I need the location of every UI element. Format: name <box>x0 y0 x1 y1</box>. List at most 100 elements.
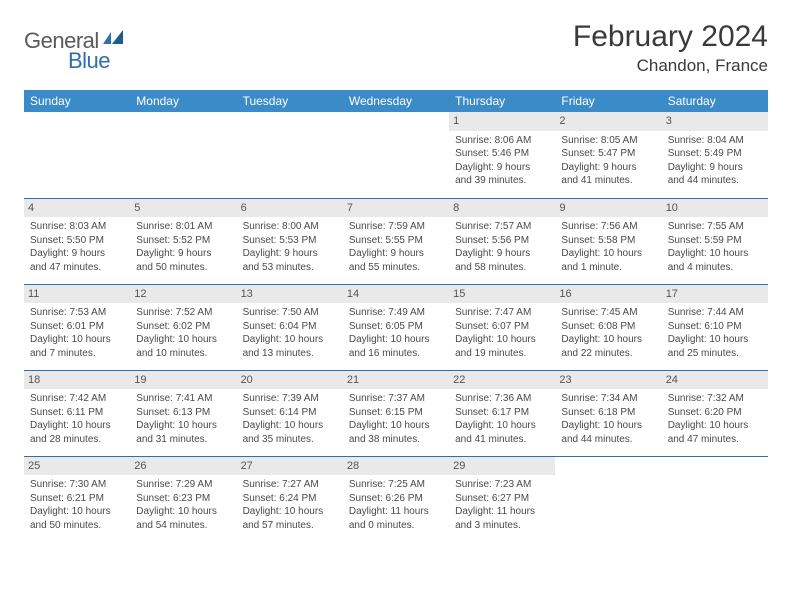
day-number: 14 <box>343 285 449 304</box>
calendar-day-cell: 18Sunrise: 7:42 AMSunset: 6:11 PMDayligh… <box>24 370 130 456</box>
sunset-line: Sunset: 6:11 PM <box>30 406 124 420</box>
daylight-line: Daylight: 10 hours and 10 minutes. <box>136 333 230 360</box>
sunset-line: Sunset: 5:47 PM <box>561 147 655 161</box>
daylight-line: Daylight: 10 hours and 1 minute. <box>561 247 655 274</box>
sunrise-line: Sunrise: 7:39 AM <box>243 392 337 406</box>
calendar-day-cell: 17Sunrise: 7:44 AMSunset: 6:10 PMDayligh… <box>662 284 768 370</box>
daylight-line: Daylight: 11 hours and 3 minutes. <box>455 505 549 532</box>
sunrise-line: Sunrise: 8:05 AM <box>561 134 655 148</box>
calendar-day-cell: 10Sunrise: 7:55 AMSunset: 5:59 PMDayligh… <box>662 198 768 284</box>
daylight-line: Daylight: 10 hours and 22 minutes. <box>561 333 655 360</box>
sunrise-line: Sunrise: 7:36 AM <box>455 392 549 406</box>
calendar-day-cell: 9Sunrise: 7:56 AMSunset: 5:58 PMDaylight… <box>555 198 661 284</box>
calendar-day-cell: 14Sunrise: 7:49 AMSunset: 6:05 PMDayligh… <box>343 284 449 370</box>
day-number: 6 <box>237 199 343 218</box>
sunrise-line: Sunrise: 7:45 AM <box>561 306 655 320</box>
daylight-line: Daylight: 10 hours and 13 minutes. <box>243 333 337 360</box>
daylight-line: Daylight: 9 hours and 53 minutes. <box>243 247 337 274</box>
day-number: 1 <box>449 112 555 131</box>
day-number: 25 <box>24 457 130 476</box>
sunrise-line: Sunrise: 7:32 AM <box>668 392 762 406</box>
sunrise-line: Sunrise: 7:44 AM <box>668 306 762 320</box>
brand-logo: GeneralBlue <box>24 20 125 74</box>
day-number: 3 <box>662 112 768 131</box>
weekday-header: Sunday <box>24 90 130 112</box>
daylight-line: Daylight: 9 hours and 50 minutes. <box>136 247 230 274</box>
sunrise-line: Sunrise: 7:50 AM <box>243 306 337 320</box>
sunset-line: Sunset: 6:02 PM <box>136 320 230 334</box>
month-title: February 2024 <box>573 20 768 54</box>
calendar-day-cell <box>555 456 661 542</box>
sunset-line: Sunset: 5:56 PM <box>455 234 549 248</box>
daylight-line: Daylight: 10 hours and 50 minutes. <box>30 505 124 532</box>
sunrise-line: Sunrise: 7:34 AM <box>561 392 655 406</box>
calendar-week: 4Sunrise: 8:03 AMSunset: 5:50 PMDaylight… <box>24 198 768 284</box>
weekday-header: Tuesday <box>237 90 343 112</box>
sunset-line: Sunset: 6:04 PM <box>243 320 337 334</box>
day-number: 16 <box>555 285 661 304</box>
day-number: 29 <box>449 457 555 476</box>
daylight-line: Daylight: 10 hours and 44 minutes. <box>561 419 655 446</box>
sunset-line: Sunset: 6:07 PM <box>455 320 549 334</box>
weekday-header: Wednesday <box>343 90 449 112</box>
sunrise-line: Sunrise: 7:37 AM <box>349 392 443 406</box>
calendar-day-cell: 23 Sunrise: 7:34 AMSunset: 6:18 PMDayligh… <box>555 370 661 456</box>
sunset-line: Sunset: 6:24 PM <box>243 492 337 506</box>
daylight-line: Daylight: 10 hours and 57 minutes. <box>243 505 337 532</box>
sunrise-line: Sunrise: 8:04 AM <box>668 134 762 148</box>
sunrise-line: Sunrise: 7:23 AM <box>455 478 549 492</box>
brand-part2: Blue <box>68 48 125 74</box>
sunset-line: Sunset: 6:08 PM <box>561 320 655 334</box>
calendar-day-cell: 13 Sunrise: 7:50 AMSunset: 6:04 PMDayligh… <box>237 284 343 370</box>
calendar-day-cell: 26Sunrise: 7:29 AMSunset: 6:23 PMDayligh… <box>130 456 236 542</box>
day-number: 22 <box>449 371 555 390</box>
sunrise-line: Sunrise: 7:41 AM <box>136 392 230 406</box>
daylight-line: Daylight: 9 hours and 41 minutes. <box>561 161 655 188</box>
sunrise-line: Sunrise: 7:56 AM <box>561 220 655 234</box>
weekday-header: Monday <box>130 90 236 112</box>
sunrise-line: Sunrise: 8:06 AM <box>455 134 549 148</box>
calendar-day-cell: 25Sunrise: 7:30 AMSunset: 6:21 PMDayligh… <box>24 456 130 542</box>
calendar-page: GeneralBlue February 2024 Chandon, Franc… <box>0 0 792 542</box>
day-number: 2 <box>555 112 661 131</box>
sunset-line: Sunset: 6:18 PM <box>561 406 655 420</box>
sunrise-line: Sunrise: 7:53 AM <box>30 306 124 320</box>
day-number: 23 <box>555 371 661 390</box>
sunrise-line: Sunrise: 7:27 AM <box>243 478 337 492</box>
daylight-line: Daylight: 11 hours and 0 minutes. <box>349 505 443 532</box>
calendar-week: 25Sunrise: 7:30 AMSunset: 6:21 PMDayligh… <box>24 456 768 542</box>
day-number: 21 <box>343 371 449 390</box>
sunset-line: Sunset: 6:23 PM <box>136 492 230 506</box>
sunrise-line: Sunrise: 8:01 AM <box>136 220 230 234</box>
calendar-day-cell: 4Sunrise: 8:03 AMSunset: 5:50 PMDaylight… <box>24 198 130 284</box>
daylight-line: Daylight: 10 hours and 28 minutes. <box>30 419 124 446</box>
daylight-line: Daylight: 10 hours and 47 minutes. <box>668 419 762 446</box>
calendar-week: 1Sunrise: 8:06 AMSunset: 5:46 PMDaylight… <box>24 112 768 198</box>
calendar-day-cell: 12Sunrise: 7:52 AMSunset: 6:02 PMDayligh… <box>130 284 236 370</box>
sunrise-line: Sunrise: 7:59 AM <box>349 220 443 234</box>
sunrise-line: Sunrise: 7:52 AM <box>136 306 230 320</box>
calendar-week: 18Sunrise: 7:42 AMSunset: 6:11 PMDayligh… <box>24 370 768 456</box>
day-number: 13 <box>237 285 343 304</box>
calendar-day-cell: 3Sunrise: 8:04 AMSunset: 5:49 PMDaylight… <box>662 112 768 198</box>
daylight-line: Daylight: 9 hours and 58 minutes. <box>455 247 549 274</box>
sunset-line: Sunset: 5:49 PM <box>668 147 762 161</box>
sunset-line: Sunset: 6:05 PM <box>349 320 443 334</box>
sunset-line: Sunset: 6:14 PM <box>243 406 337 420</box>
sunset-line: Sunset: 6:13 PM <box>136 406 230 420</box>
daylight-line: Daylight: 10 hours and 41 minutes. <box>455 419 549 446</box>
day-number: 18 <box>24 371 130 390</box>
sunset-line: Sunset: 6:15 PM <box>349 406 443 420</box>
weekday-header: Friday <box>555 90 661 112</box>
daylight-line: Daylight: 10 hours and 25 minutes. <box>668 333 762 360</box>
calendar-day-cell: 27Sunrise: 7:27 AMSunset: 6:24 PMDayligh… <box>237 456 343 542</box>
calendar-day-cell: 15Sunrise: 7:47 AMSunset: 6:07 PMDayligh… <box>449 284 555 370</box>
calendar-day-cell: 19Sunrise: 7:41 AMSunset: 6:13 PMDayligh… <box>130 370 236 456</box>
calendar-day-cell <box>662 456 768 542</box>
title-block: February 2024 Chandon, France <box>573 20 768 76</box>
daylight-line: Daylight: 10 hours and 16 minutes. <box>349 333 443 360</box>
day-number: 17 <box>662 285 768 304</box>
calendar-day-cell: 20Sunrise: 7:39 AMSunset: 6:14 PMDayligh… <box>237 370 343 456</box>
location-label: Chandon, France <box>573 56 768 76</box>
day-number: 8 <box>449 199 555 218</box>
